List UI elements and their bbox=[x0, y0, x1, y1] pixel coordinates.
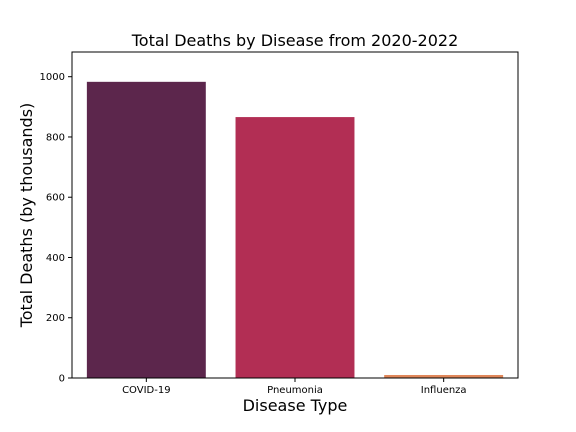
y-tick-label: 0 bbox=[59, 374, 65, 385]
y-tick-label: 800 bbox=[46, 132, 65, 143]
y-axis-ticks: 0 200 400 600 800 1000 bbox=[40, 72, 72, 385]
x-tick-label: Pneumonia bbox=[267, 385, 323, 396]
y-tick-label: 600 bbox=[46, 193, 65, 204]
x-tick-label: Influenza bbox=[421, 385, 467, 396]
y-tick-label: 400 bbox=[46, 253, 65, 264]
bar-pneumonia bbox=[235, 117, 355, 379]
x-tick-label: COVID-19 bbox=[122, 385, 171, 396]
x-axis-ticks: COVID-19 Pneumonia Influenza bbox=[122, 378, 467, 396]
x-axis-title: Disease Type bbox=[243, 396, 348, 415]
plot-area-frame bbox=[71, 51, 519, 379]
bar-influenza bbox=[384, 374, 504, 378]
y-tick-label: 200 bbox=[46, 313, 65, 324]
y-tick-label: 1000 bbox=[40, 72, 65, 83]
bars-group bbox=[86, 81, 504, 379]
chart-title: Total Deaths by Disease from 2020-2022 bbox=[131, 31, 459, 50]
y-axis-title: Total Deaths (by thousands) bbox=[17, 103, 36, 329]
bar-covid-19 bbox=[86, 81, 206, 378]
